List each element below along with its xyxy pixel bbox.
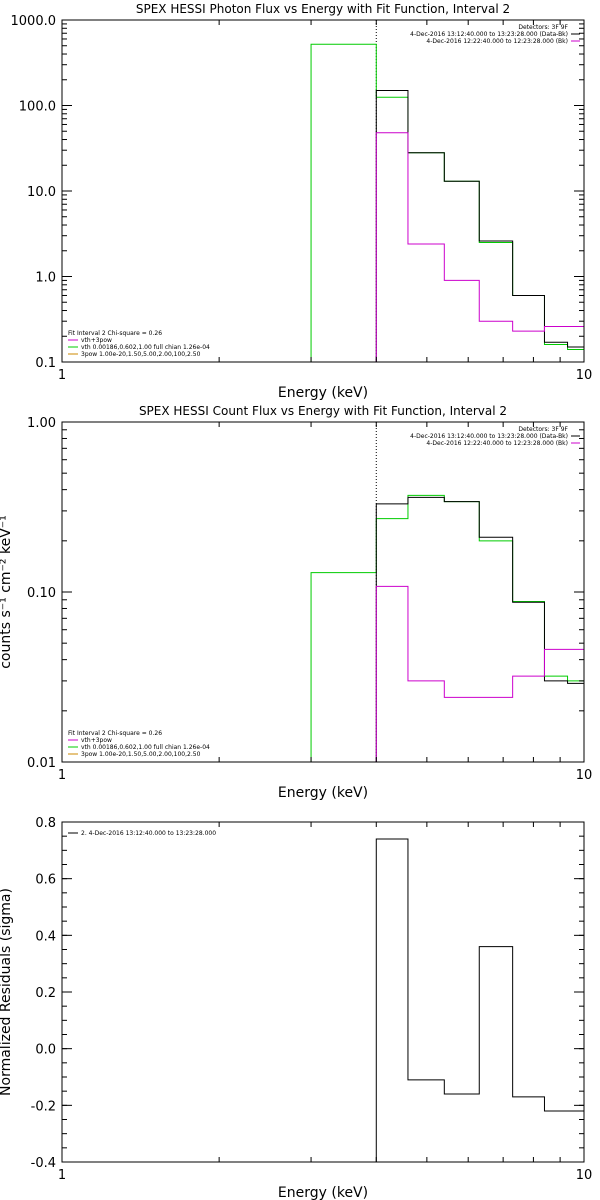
fit-info-text: Fit Interval 2 Chi-square = 0.26 — [68, 330, 162, 337]
legend-entry: 2. 4-Dec-2016 13:12:40.000 to 13:23:28.0… — [81, 830, 216, 837]
x-tick-label: 1 — [58, 1168, 66, 1183]
y-tick-label: 100.0 — [19, 100, 56, 115]
chart-title: SPEX HESSI Count Flux vs Energy with Fit… — [139, 404, 507, 418]
y-tick-label: 0.0 — [35, 1043, 56, 1058]
chart-panel-3: 1 10 Energy (keV) -0.4 -0.2 0.0 0.2 0.4 0.6 0.8 No… — [0, 816, 592, 1200]
x-tick-label: 10 — [576, 368, 593, 383]
series-line-1 — [375, 838, 584, 1162]
legend-entry: 3pow 1.00e-20,1.50,5.00,2.00,100,2.50 — [81, 351, 201, 358]
y-tick-label: 0.4 — [35, 929, 56, 944]
x-tick-label: 1 — [58, 768, 66, 783]
x-axis-label: Energy (keV) — [278, 385, 368, 401]
legend-entry: 3pow 1.00e-20,1.50,5.00,2.00,100,2.50 — [81, 751, 201, 758]
y-axis-label: counts s⁻¹ cm⁻² keV⁻¹ — [0, 515, 14, 669]
y-tick-label: -0.4 — [31, 1156, 56, 1171]
y-tick-label: 0.1 — [35, 356, 56, 371]
y-tick-label: -0.2 — [31, 1099, 56, 1114]
fit-info-text: Fit Interval 2 Chi-square = 0.26 — [68, 730, 162, 737]
y-tick-label: 10.0 — [27, 185, 56, 200]
y-tick-label: 0.8 — [35, 816, 56, 831]
legend-entry: vth 0.00186,0.602,1.00 full chian 1.26e-… — [81, 744, 210, 751]
series-line-2 — [375, 89, 584, 362]
legend-entry: 4-Dec-2016 12:22:40.000 to 12:23:28.000 … — [426, 38, 568, 45]
legend-entry: Detectors: 3F 9F — [518, 426, 568, 433]
series-group — [310, 494, 584, 762]
y-tick-label: 1.00 — [27, 416, 56, 431]
legend-entry: vth+3pow — [81, 737, 112, 744]
legend-entry: vth+3pow — [81, 337, 112, 344]
y-tick-label: 0.6 — [35, 873, 56, 888]
y-tick-label: 0.10 — [27, 586, 56, 601]
series-line-3 — [375, 585, 584, 762]
y-tick-label: 1000.0 — [11, 14, 57, 29]
series-line-3 — [375, 132, 584, 362]
y-tick-label: 0.2 — [35, 986, 56, 1001]
chart-title: SPEX HESSI Photon Flux vs Energy with Fi… — [136, 2, 510, 16]
x-axis-label: Energy (keV) — [278, 1185, 368, 1200]
series-line-2 — [375, 496, 584, 762]
x-tick-label: 10 — [576, 1168, 593, 1183]
series-group — [375, 838, 584, 1162]
legend-entry: 4-Dec-2016 13:12:40.000 to 13:23:28.000 … — [410, 31, 568, 38]
x-tick-label: 1 — [58, 368, 66, 383]
y-tick-label: 1.0 — [35, 271, 56, 286]
y-tick-label: 0.01 — [27, 756, 56, 771]
legend-entry: Detectors: 3F 9F — [518, 24, 568, 31]
x-tick-label: 10 — [576, 768, 593, 783]
chart-panel-2: SPEX HESSI Count Flux vs Energy with Fit… — [0, 404, 592, 801]
chart-panel-1: SPEX HESSI Photon Flux vs Energy with Fi… — [11, 2, 593, 401]
x-axis-label: Energy (keV) — [278, 785, 368, 801]
series-group — [310, 43, 584, 362]
legend-entry: 4-Dec-2016 12:22:40.000 to 12:23:28.000 … — [426, 440, 568, 447]
legend-entry: vth 0.00186,0.602,1.00 full chian 1.26e-… — [81, 344, 210, 351]
y-axis-label: Normalized Residuals (sigma) — [0, 888, 14, 1096]
legend-entry: 4-Dec-2016 13:12:40.000 to 13:23:28.000 … — [410, 433, 568, 440]
